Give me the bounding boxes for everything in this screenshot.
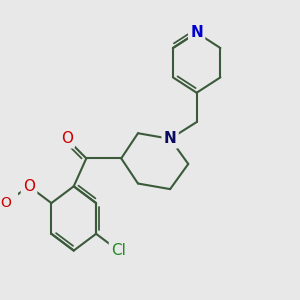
Text: O: O	[23, 179, 35, 194]
Text: N: N	[164, 131, 176, 146]
Text: O: O	[61, 131, 73, 146]
Text: Cl: Cl	[111, 243, 126, 258]
Text: O: O	[0, 196, 11, 210]
Text: N: N	[190, 25, 203, 40]
